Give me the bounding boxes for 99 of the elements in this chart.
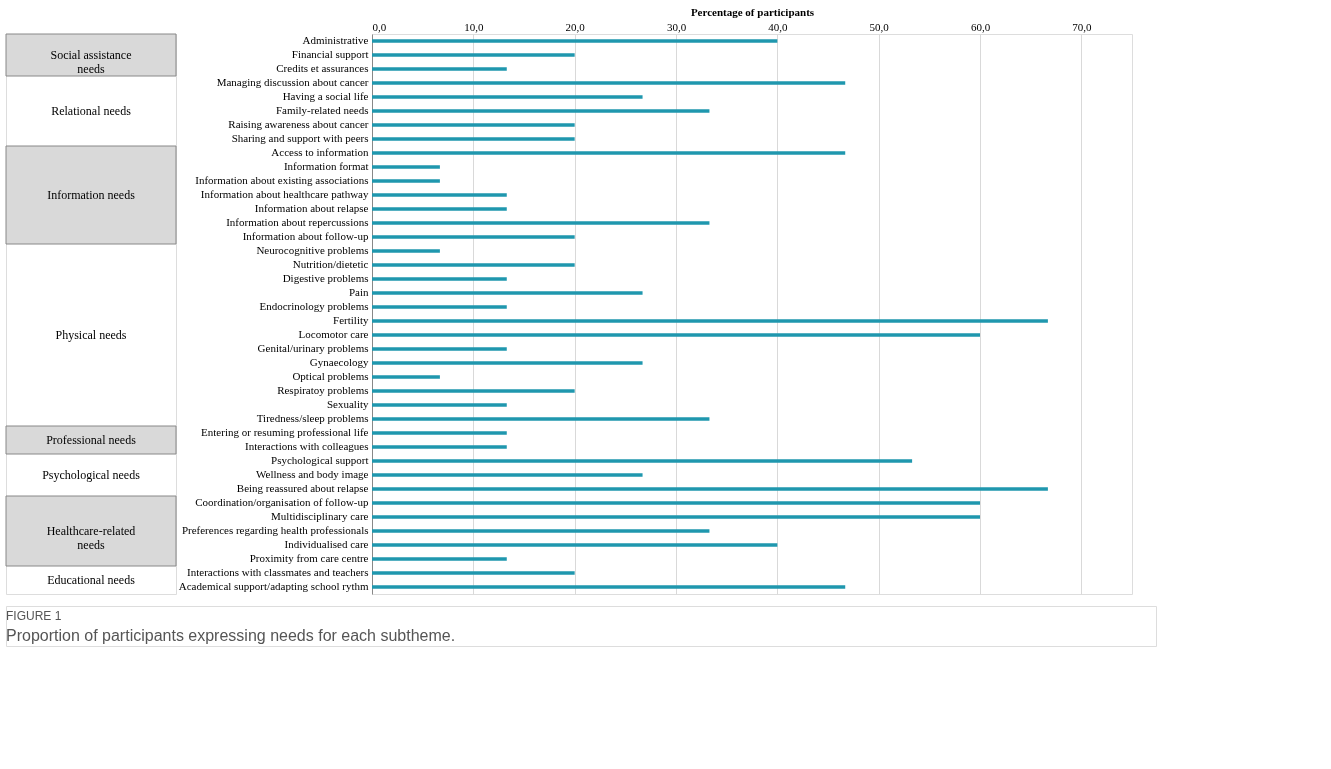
y-tick-label: Multidisciplinary care: [271, 510, 369, 522]
bar: [372, 207, 507, 211]
bar: [372, 263, 575, 267]
bar: [372, 333, 980, 337]
bar: [372, 193, 507, 197]
text: Proportion of participants expressing needs for each subtheme.: [6, 627, 456, 644]
bar: [372, 389, 575, 393]
y-tick-label: Information about relapse: [254, 202, 369, 214]
y-tick-label: Interactions with classmates and teachers: [187, 566, 369, 578]
y-tick-label: Gynaecology: [309, 356, 369, 368]
y-tick-label: Sexuality: [326, 398, 369, 410]
bar: [372, 165, 440, 169]
x-tick-label: 30,0: [666, 20, 687, 33]
bar: [372, 375, 440, 379]
y-tick-label: Digestive problems: [282, 272, 369, 284]
bar: [372, 557, 507, 561]
y-tick-label: Psychological support: [271, 454, 369, 466]
y-tick-label: Coordination/organisation of follow-up: [195, 496, 369, 508]
bar: [372, 487, 1048, 491]
bar: [372, 529, 710, 533]
y-tick-label: Information about repercussions: [226, 216, 369, 228]
y-tick-label: Information about follow-up: [242, 230, 369, 242]
bar: [372, 67, 507, 71]
bar: [372, 361, 643, 365]
x-tick-label: 10,0: [464, 20, 484, 33]
text: Educational needs: [47, 573, 136, 587]
x-tick-label: 0,0: [372, 20, 387, 33]
y-tick-label: Wellness and body image: [256, 468, 369, 480]
caption: FIGURE 1: [6, 609, 62, 623]
y-tick-label: Information about existing associations: [195, 174, 369, 186]
bar: [372, 445, 507, 449]
bar: [372, 249, 440, 253]
bar: [372, 305, 507, 309]
y-tick-label: Nutrition/dietetic: [292, 258, 369, 270]
text: Physical needs: [55, 328, 127, 342]
y-tick-label: Locomotor care: [298, 328, 369, 340]
bar: [372, 417, 710, 421]
y-tick-label: Being reassured about relapse: [236, 482, 369, 494]
bar: [372, 179, 440, 183]
x-tick-label: 70,0: [1072, 20, 1092, 33]
bar: [372, 123, 575, 127]
y-tick-label: Financial support: [291, 48, 369, 60]
bar: [372, 459, 913, 463]
bar: [372, 109, 710, 113]
text: Healthcare-related needs: [46, 524, 136, 552]
bar: [372, 403, 507, 407]
y-tick-label: Fertility: [333, 314, 369, 326]
y-tick-label: Credits et assurances: [276, 62, 369, 74]
x-tick-label: 20,0: [565, 20, 586, 33]
y-tick-label: Individualised care: [284, 538, 369, 550]
bar: [372, 543, 778, 547]
y-tick-label: Tiredness/sleep problems: [256, 412, 369, 424]
bar: [372, 501, 980, 505]
y-tick-label: Having a social life: [282, 90, 369, 102]
bar: [372, 137, 575, 141]
y-tick-label: Interactions with colleagues: [245, 440, 369, 452]
y-tick-label: Information format: [283, 160, 369, 172]
y-tick-label: Managing discussion about cancer: [216, 76, 369, 88]
bar: [372, 221, 710, 225]
text: Social assistance needs: [50, 48, 132, 76]
bar: [372, 53, 575, 57]
x-tick-label: 40,0: [768, 20, 788, 33]
bar: [372, 473, 643, 477]
y-tick-label: Proximity from care centre: [249, 552, 369, 564]
y-tick-label: Endocrinology problems: [259, 300, 369, 312]
bar: [372, 347, 507, 351]
text: Relational needs: [51, 104, 132, 118]
bar: [372, 235, 575, 239]
y-tick-label: Academical support/adapting school rythm: [178, 580, 369, 592]
bar: [372, 39, 778, 43]
y-tick-label: Respiratoy problems: [277, 384, 369, 396]
bar: [372, 81, 846, 85]
bar: [372, 277, 507, 281]
bar: [372, 151, 846, 155]
y-tick-label: Pain: [348, 286, 369, 298]
y-tick-label: Optical problems: [292, 370, 369, 382]
y-tick-label: Family-related needs: [275, 104, 369, 116]
bar: [372, 319, 1048, 323]
x-tick-label: 60,0: [970, 20, 991, 33]
text: Information needs: [47, 188, 136, 202]
y-tick-label: Genital/urinary problems: [257, 342, 369, 354]
text: Psychological needs: [42, 468, 141, 482]
x-axis-title: Percentage of participants: [690, 5, 815, 18]
y-tick-label: Entering or resuming professional life: [201, 426, 369, 438]
text: Professional needs: [46, 433, 137, 447]
y-tick-label: Information about healthcare pathway: [200, 188, 369, 200]
y-tick-label: Administrative: [302, 34, 369, 46]
y-tick-label: Raising awareness about cancer: [228, 118, 369, 130]
bar: [372, 431, 507, 435]
x-tick-label: 50,0: [869, 20, 890, 33]
bar: [372, 571, 575, 575]
y-tick-label: Preferences regarding health professionals: [181, 524, 369, 536]
y-tick-label: Access to information: [271, 146, 369, 158]
bar: [372, 585, 846, 589]
bar: [372, 515, 980, 519]
y-tick-label: Neurocognitive problems: [256, 244, 369, 256]
bar: [372, 95, 643, 99]
y-tick-label: Sharing and support with peers: [231, 132, 369, 144]
bar: [372, 291, 643, 295]
